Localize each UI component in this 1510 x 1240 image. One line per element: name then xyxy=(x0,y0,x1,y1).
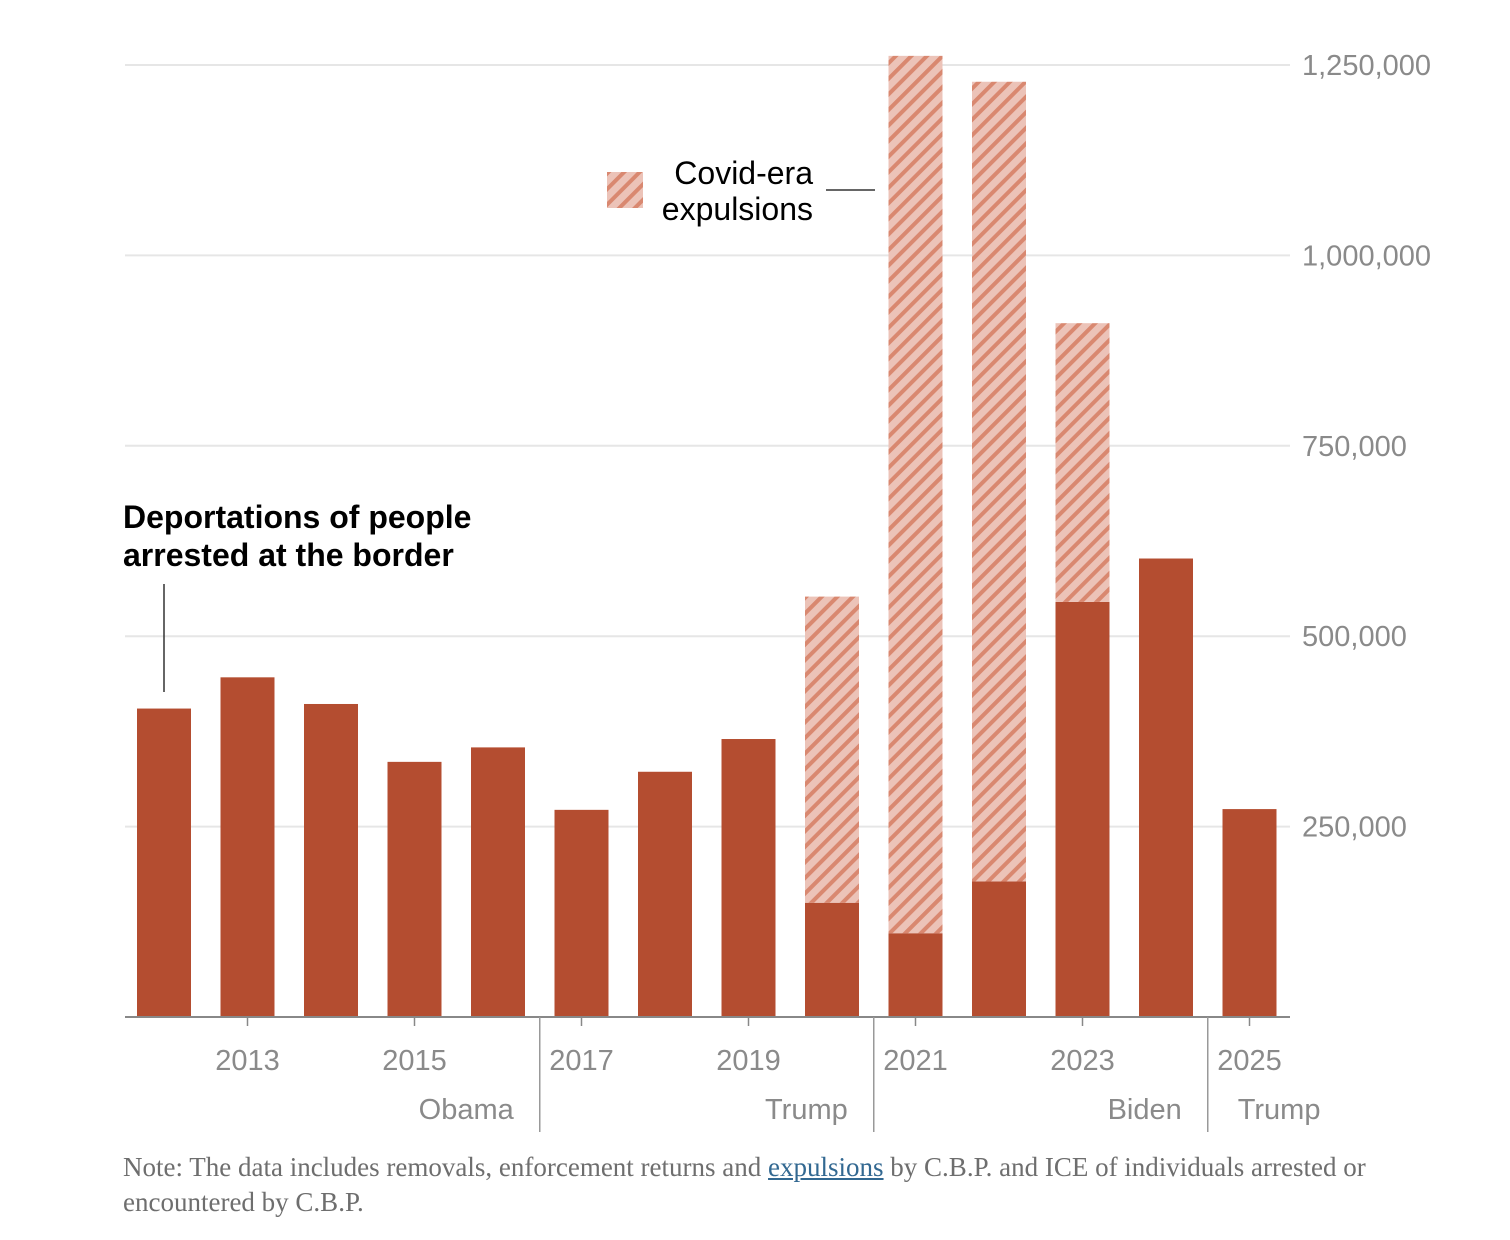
deportations-label-line2: arrested at the border xyxy=(123,537,454,573)
administration-label: Trump xyxy=(1238,1094,1321,1126)
deportation-bar xyxy=(304,703,358,1017)
x-tick-label: 2019 xyxy=(716,1045,781,1077)
covid-label-line2: expulsions xyxy=(662,191,813,227)
covid-legend-swatch xyxy=(607,172,643,208)
deportation-bar xyxy=(471,747,525,1017)
deportations-chart: 250,000 500,000 750,000 1,000,000 1,250,000 2… xyxy=(123,50,1431,1132)
covid-legend: Covid-era expulsions xyxy=(607,155,875,227)
x-tick-label: 2021 xyxy=(883,1045,948,1077)
chart-note: Note: The data includes removals, enforc… xyxy=(123,1150,1453,1220)
note-text-after: by C.B.P. and ICE of individuals arreste… xyxy=(123,1152,1366,1217)
administration-label: Obama xyxy=(419,1094,515,1126)
x-tick-label: 2017 xyxy=(549,1045,614,1077)
deportation-bar xyxy=(1222,809,1277,1017)
expulsions-link[interactable]: expulsions xyxy=(768,1152,884,1182)
x-tick-label: 2025 xyxy=(1217,1045,1282,1077)
y-tick-label: 1,000,000 xyxy=(1302,240,1431,272)
covid-expulsion-bar xyxy=(888,55,943,934)
note-text-before: Note: The data includes removals, enforc… xyxy=(123,1152,769,1182)
y-tick-label: 250,000 xyxy=(1302,812,1407,844)
y-tick-label: 500,000 xyxy=(1302,621,1407,653)
deportation-bar xyxy=(972,881,1026,1017)
covid-label-line1: Covid-era xyxy=(674,155,813,191)
bars xyxy=(137,55,1277,1017)
deportations-label-line1: Deportations of people xyxy=(123,499,471,535)
administration-label: Biden xyxy=(1108,1094,1182,1126)
deportations-annotation: Deportations of people arrested at the b… xyxy=(123,499,471,692)
y-tick-label: 1,250,000 xyxy=(1302,50,1431,82)
deportation-bar xyxy=(554,809,609,1017)
x-axis xyxy=(125,1016,1290,1132)
x-tick-label: 2023 xyxy=(1050,1045,1115,1077)
deportation-bar xyxy=(721,739,776,1017)
y-tick-label: 750,000 xyxy=(1302,431,1407,463)
covid-expulsion-bar xyxy=(805,596,859,903)
x-tick-label: 2015 xyxy=(382,1045,447,1077)
deportation-bar xyxy=(1139,558,1193,1017)
x-tick-label: 2013 xyxy=(215,1045,280,1077)
covid-expulsion-bar xyxy=(972,81,1026,882)
covid-expulsion-bar xyxy=(1055,323,1110,602)
deportation-bar xyxy=(1055,601,1110,1017)
deportation-bar xyxy=(220,677,275,1017)
labels: 250,000 500,000 750,000 1,000,000 1,250,000 2… xyxy=(215,50,1431,1126)
deportation-bar xyxy=(387,761,442,1017)
deportation-bar xyxy=(805,902,859,1017)
administration-label: Trump xyxy=(765,1094,848,1126)
deportation-bar xyxy=(137,708,191,1017)
deportation-bar xyxy=(888,933,943,1017)
deportation-bar xyxy=(638,771,692,1017)
